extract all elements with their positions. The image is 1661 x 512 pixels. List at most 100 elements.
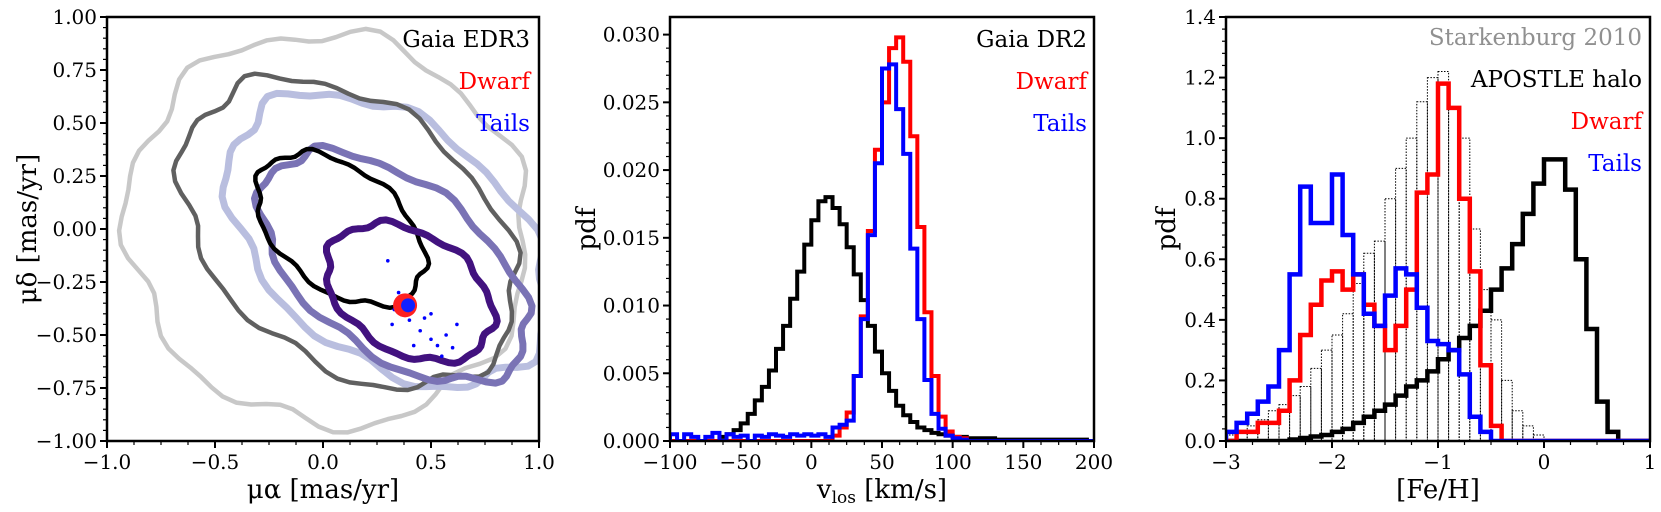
starkenburg-bar <box>1511 410 1524 441</box>
legend-tails: Tails <box>476 111 530 137</box>
y-tick-label: 0.030 <box>603 23 660 47</box>
y-tick-label: 0.020 <box>603 158 660 182</box>
y-axis-label: μδ [mas/yr] <box>13 154 43 304</box>
hist-apostle-halo <box>670 195 1094 441</box>
tail-star <box>429 312 433 316</box>
y-tick-label: 1.2 <box>1184 66 1216 90</box>
x-axis-label-main: v <box>816 475 832 505</box>
starkenburg-bar <box>1437 71 1450 441</box>
x-tick-label: 150 <box>1004 450 1042 474</box>
hist-apostle-halo <box>1226 157 1650 441</box>
x-axis-label-unit: [km/s] <box>856 475 947 505</box>
y-axis-label: pdf <box>572 205 602 250</box>
x-tick-label: 100 <box>934 450 972 474</box>
tail-star <box>396 290 401 295</box>
y-tick-label: −0.50 <box>36 323 97 347</box>
y-tick-label: −0.25 <box>36 270 97 294</box>
y-tick-label: 1.00 <box>52 5 97 29</box>
x-tick-label: −1 <box>1423 450 1452 474</box>
proper-motion-panel: −1.0 −0.5 0.0 0.5 1.0 −1.00 −0.75 −0.50 −0.25 0.0… <box>13 5 555 505</box>
x-tick-label: −2 <box>1317 450 1346 474</box>
x-tick-label: 1.0 <box>523 450 555 474</box>
x-tick-label: −3 <box>1211 450 1240 474</box>
y-tick-label: 0.025 <box>603 90 660 114</box>
y-tick-label: 1.0 <box>1184 126 1216 150</box>
starkenburg-bar <box>1373 240 1386 441</box>
hist-dwarf <box>1226 81 1650 441</box>
y-tick-label: 0.50 <box>52 111 97 135</box>
y-tick-label: −0.75 <box>36 376 97 400</box>
hist-tails <box>670 62 1094 441</box>
legend-apostle-halo: APOSTLE halo <box>1470 67 1642 93</box>
tail-star <box>411 343 416 348</box>
contour-black <box>253 146 432 311</box>
hist-tails <box>1226 172 1650 441</box>
starkenburg-bar <box>1522 425 1534 441</box>
tail-star <box>418 328 423 333</box>
legend-dwarf: Dwarf <box>1016 69 1089 95</box>
legend-tails: Tails <box>1588 151 1642 177</box>
x-tick-label: 0 <box>805 450 818 474</box>
legend-gaia-dr2: Gaia DR2 <box>976 27 1087 53</box>
starkenburg-bar <box>1299 385 1312 441</box>
contour-lavender <box>218 89 539 391</box>
y-tick-label: 0.015 <box>603 226 660 250</box>
vlos-histograms <box>670 35 1094 441</box>
starkenburg-bar <box>1331 334 1344 441</box>
starkenburg-bar <box>1416 101 1428 441</box>
y-tick-label: 0.000 <box>603 429 660 453</box>
x-tick-label: 0.0 <box>307 450 339 474</box>
y-tick-label: 0.25 <box>52 164 97 188</box>
starkenburg-bar <box>1289 395 1301 441</box>
y-tick-label: 0.4 <box>1184 308 1216 332</box>
contour-marks <box>116 26 539 435</box>
x-axis-label-sub: los <box>832 488 856 508</box>
starkenburg-bar <box>1267 410 1280 441</box>
tail-star <box>435 343 440 348</box>
x-tick-label: 200 <box>1075 450 1113 474</box>
tail-star <box>390 322 394 327</box>
tail-star <box>450 345 455 350</box>
starkenburg-bar <box>1320 349 1333 441</box>
y-tick-label: 0.2 <box>1184 368 1216 392</box>
x-axis-label: [Fe/H] <box>1396 475 1480 505</box>
y-tick-label: 0.8 <box>1184 187 1216 211</box>
x-tick-label: −50 <box>720 450 762 474</box>
contour-dark-gray <box>171 71 523 393</box>
hist-dwarf <box>670 35 1094 441</box>
contour-dark-purple <box>323 216 501 367</box>
y-tick-label: 0.6 <box>1184 247 1216 271</box>
y-tick-label: 1.4 <box>1184 5 1216 29</box>
x-tick-label: 50 <box>869 450 894 474</box>
tail-star <box>455 322 459 327</box>
x-tick-label: −100 <box>643 450 698 474</box>
legend-tails: Tails <box>1033 111 1087 137</box>
legend-gaia-edr3: Gaia EDR3 <box>402 27 530 53</box>
x-axis-label: vlos [km/s] <box>816 475 947 508</box>
contour-medium-purple <box>251 142 536 387</box>
tail-star <box>440 354 444 359</box>
x-tick-label: −0.5 <box>191 450 240 474</box>
y-tick-label: 0.0 <box>1184 429 1216 453</box>
y-tick-label: 0.00 <box>52 217 97 241</box>
y-tick-label: 0.75 <box>52 58 97 82</box>
y-axis-label: pdf <box>1152 205 1182 250</box>
y-tick-label: 0.010 <box>603 294 660 318</box>
tail-star <box>444 333 448 337</box>
legend-starkenburg: Starkenburg 2010 <box>1429 25 1642 51</box>
x-tick-label: −1.0 <box>83 450 132 474</box>
tails-core <box>401 298 416 313</box>
y-tick-label: −1.00 <box>36 429 97 453</box>
x-tick-label: 0.5 <box>415 450 447 474</box>
tail-star <box>386 259 390 263</box>
tail-star <box>407 318 412 322</box>
starkenburg-bar <box>1310 367 1322 441</box>
tail-star <box>422 316 427 320</box>
legend-dwarf: Dwarf <box>459 69 532 95</box>
legend-dwarf: Dwarf <box>1571 109 1644 135</box>
x-axis-label: μα [mas/yr] <box>247 475 399 505</box>
starkenburg-bar <box>1395 167 1407 441</box>
starkenburg-bar <box>1532 434 1545 441</box>
tail-star <box>429 337 433 342</box>
